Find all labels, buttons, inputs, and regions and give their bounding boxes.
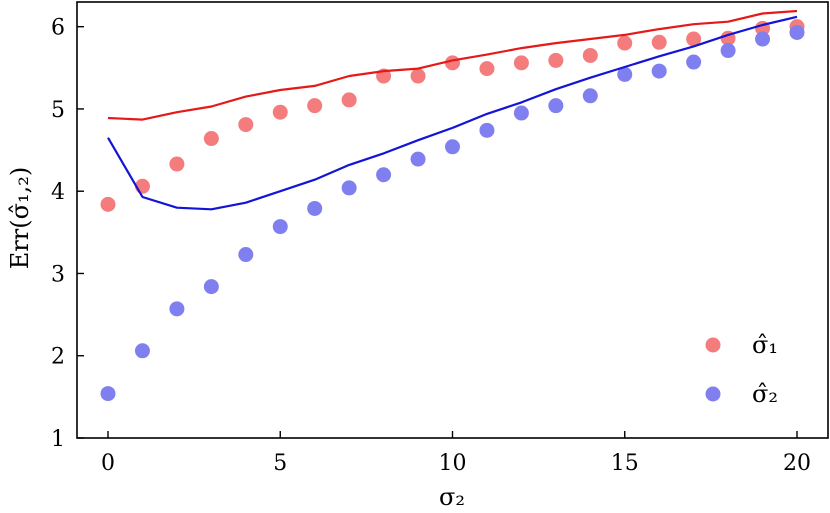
data-point-series-2 — [582, 88, 598, 104]
data-point-series-1 — [513, 55, 529, 71]
data-point-series-1 — [203, 131, 219, 147]
data-point-series-2 — [341, 180, 357, 196]
legend-marker-2 — [705, 386, 721, 402]
data-point-series-1 — [582, 47, 598, 63]
data-point-series-1 — [307, 98, 323, 114]
data-point-series-2 — [686, 54, 702, 70]
x-tick-label: 0 — [101, 451, 115, 476]
data-point-series-2 — [307, 200, 323, 216]
data-point-series-1 — [410, 68, 426, 84]
data-point-series-1 — [686, 31, 702, 47]
data-point-series-2 — [720, 43, 736, 59]
legend-label-2: σ̂₂ — [752, 380, 778, 408]
data-point-series-1 — [100, 196, 116, 212]
x-axis-label: σ₂ — [439, 483, 465, 511]
y-tick-label: 2 — [51, 345, 65, 370]
data-point-series-1 — [617, 35, 633, 51]
data-point-series-1 — [238, 117, 254, 133]
y-tick-label: 3 — [51, 262, 65, 287]
data-point-series-2 — [203, 279, 219, 295]
y-tick-label: 5 — [51, 98, 65, 123]
data-point-series-1 — [651, 34, 667, 50]
legend: σ̂₁ σ̂₂ — [705, 331, 778, 408]
data-point-series-2 — [169, 301, 185, 317]
x-tick-label: 20 — [783, 451, 811, 476]
data-point-series-2 — [651, 63, 667, 79]
data-point-series-2 — [100, 386, 116, 402]
legend-label-1: σ̂₁ — [752, 331, 778, 359]
axes: 0 5 10 15 20 1 2 3 4 5 6 — [51, 1, 829, 476]
data-point-series-1 — [169, 156, 185, 172]
data-point-series-2 — [513, 105, 529, 121]
data-point-series-1 — [479, 61, 495, 77]
y-tick-label: 6 — [51, 16, 65, 41]
data-point-series-1 — [272, 104, 288, 120]
data-point-series-1 — [341, 92, 357, 108]
y-axis-label: Err(σ̂₁,₂) — [6, 167, 34, 269]
data-point-series-2 — [755, 31, 771, 47]
x-tick-label: 15 — [611, 451, 639, 476]
data-point-series-2 — [376, 167, 392, 183]
y-tick-label: 1 — [51, 427, 65, 452]
y-tick-label: 4 — [51, 180, 65, 205]
plot-area — [100, 9, 805, 402]
data-point-series-1 — [548, 52, 564, 68]
data-point-series-2 — [789, 24, 805, 40]
legend-marker-1 — [705, 337, 721, 353]
data-point-series-2 — [410, 151, 426, 167]
data-point-series-2 — [479, 122, 495, 138]
x-tick-label: 10 — [439, 451, 467, 476]
data-point-series-1 — [445, 55, 460, 71]
data-point-series-2 — [445, 139, 460, 155]
data-point-series-2 — [272, 219, 288, 235]
data-point-series-2 — [548, 98, 564, 114]
x-tick-label: 5 — [273, 451, 287, 476]
data-point-series-2 — [617, 66, 633, 82]
data-point-series-2 — [238, 247, 254, 263]
series-line-4 — [107, 15, 798, 211]
data-point-series-2 — [134, 343, 150, 359]
series-line-3 — [107, 9, 798, 121]
